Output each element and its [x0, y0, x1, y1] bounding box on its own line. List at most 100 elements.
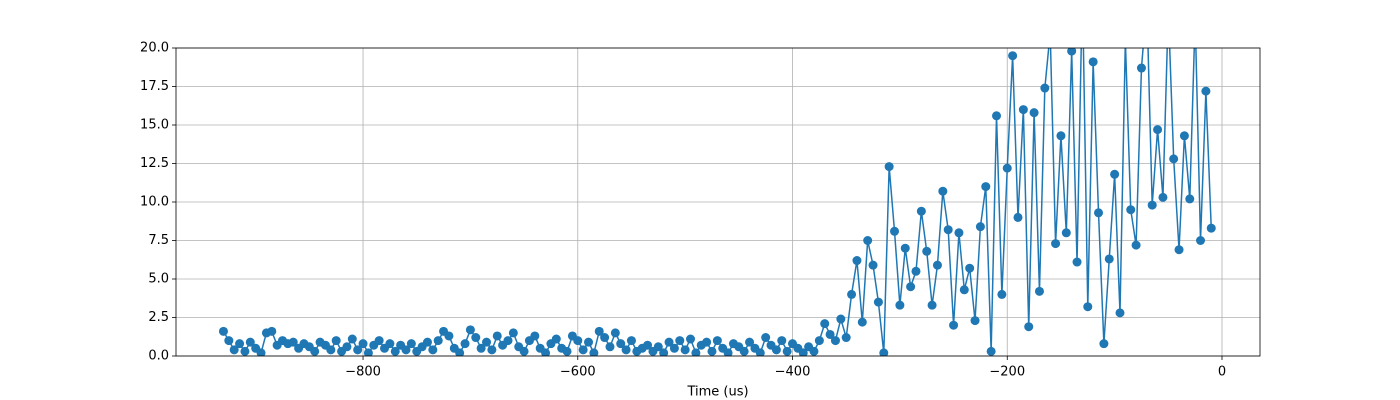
- data-point: [1034, 286, 1044, 296]
- y-tick-label: 10.0: [140, 195, 169, 210]
- data-point: [1002, 163, 1012, 173]
- data-point: [975, 222, 985, 232]
- data-point: [873, 297, 883, 307]
- data-point: [508, 328, 518, 338]
- data-point: [841, 333, 851, 343]
- data-point: [1174, 245, 1184, 255]
- data-point: [1024, 322, 1034, 332]
- data-point: [589, 348, 599, 356]
- data-point: [959, 285, 969, 295]
- data-point: [288, 337, 298, 347]
- data-point: [573, 336, 583, 346]
- data-point: [1164, 5, 1173, 14]
- data-point: [1029, 108, 1039, 118]
- data-point: [476, 343, 486, 353]
- data-point: [664, 337, 674, 347]
- data-point: [906, 282, 916, 292]
- data-point: [428, 345, 438, 355]
- data-point: [809, 346, 819, 356]
- data-point: [422, 337, 432, 347]
- data-point: [680, 345, 690, 355]
- data-point: [471, 333, 481, 343]
- data-point: [578, 345, 588, 355]
- data-point: [551, 334, 561, 344]
- data-point: [1142, 0, 1151, 6]
- data-point: [992, 111, 1002, 121]
- data-point: [1196, 236, 1206, 245]
- data-point: [712, 336, 722, 346]
- data-point: [1008, 51, 1018, 61]
- data-point: [1018, 105, 1028, 115]
- data-point: [1083, 302, 1093, 312]
- data-point: [519, 346, 529, 356]
- data-point: [1206, 223, 1216, 233]
- data-point: [814, 336, 824, 346]
- data-point: [621, 345, 631, 355]
- data-point: [916, 206, 926, 216]
- data-point: [358, 339, 368, 349]
- data-point: [455, 348, 465, 356]
- data-point: [938, 186, 948, 196]
- data-point: [390, 346, 400, 356]
- data-point: [997, 289, 1007, 299]
- data-point: [1099, 339, 1109, 349]
- data-point: [970, 316, 980, 326]
- data-point: [374, 336, 384, 346]
- data-point: [347, 334, 357, 344]
- data-point: [777, 336, 787, 346]
- data-point: [1131, 240, 1141, 250]
- data-point: [465, 325, 475, 335]
- data-point: [825, 329, 835, 339]
- data-point: [707, 346, 717, 356]
- data-point: [503, 336, 513, 346]
- data-point: [895, 300, 905, 310]
- x-tick-label: 0: [1218, 365, 1226, 380]
- data-point: [1046, 28, 1055, 37]
- data-point: [836, 314, 846, 324]
- data-point: [863, 236, 873, 245]
- data-point: [675, 336, 685, 346]
- x-axis-label: Time (us): [686, 385, 748, 400]
- x-tick-label: −200: [989, 365, 1025, 380]
- data-point: [1110, 169, 1120, 179]
- data-point: [932, 260, 942, 270]
- data-point: [460, 339, 470, 349]
- data-point: [890, 226, 900, 236]
- data-point: [1056, 131, 1066, 141]
- data-point: [857, 317, 867, 327]
- y-tick-label: 0.0: [148, 349, 169, 364]
- data-point: [245, 337, 255, 347]
- y-tick-label: 5.0: [148, 272, 169, 287]
- data-point: [1051, 239, 1061, 249]
- data-point: [739, 346, 749, 356]
- data-point: [235, 339, 245, 349]
- data-point: [1179, 131, 1189, 141]
- data-point: [1040, 83, 1050, 93]
- data-point: [820, 319, 830, 329]
- y-tick-label: 2.5: [148, 310, 169, 325]
- data-point: [686, 334, 696, 344]
- data-point: [406, 339, 416, 349]
- data-point: [1061, 228, 1071, 238]
- data-point: [1121, 36, 1130, 45]
- data-point: [782, 346, 792, 356]
- data-point: [1191, 13, 1200, 22]
- x-tick-label: −600: [560, 365, 596, 380]
- data-point: [240, 346, 250, 356]
- data-point: [385, 339, 395, 349]
- plot-area: [218, 0, 1216, 356]
- data-point: [879, 348, 889, 356]
- data-point: [562, 346, 572, 356]
- data-point: [643, 340, 653, 350]
- data-point: [610, 328, 620, 338]
- data-point: [949, 320, 959, 330]
- data-point: [927, 300, 937, 310]
- data-point: [1072, 257, 1082, 267]
- data-point: [492, 331, 502, 341]
- data-point: [482, 337, 492, 347]
- data-point: [1088, 57, 1098, 67]
- data-point: [433, 336, 443, 346]
- data-point: [267, 326, 277, 336]
- data-point: [755, 348, 765, 356]
